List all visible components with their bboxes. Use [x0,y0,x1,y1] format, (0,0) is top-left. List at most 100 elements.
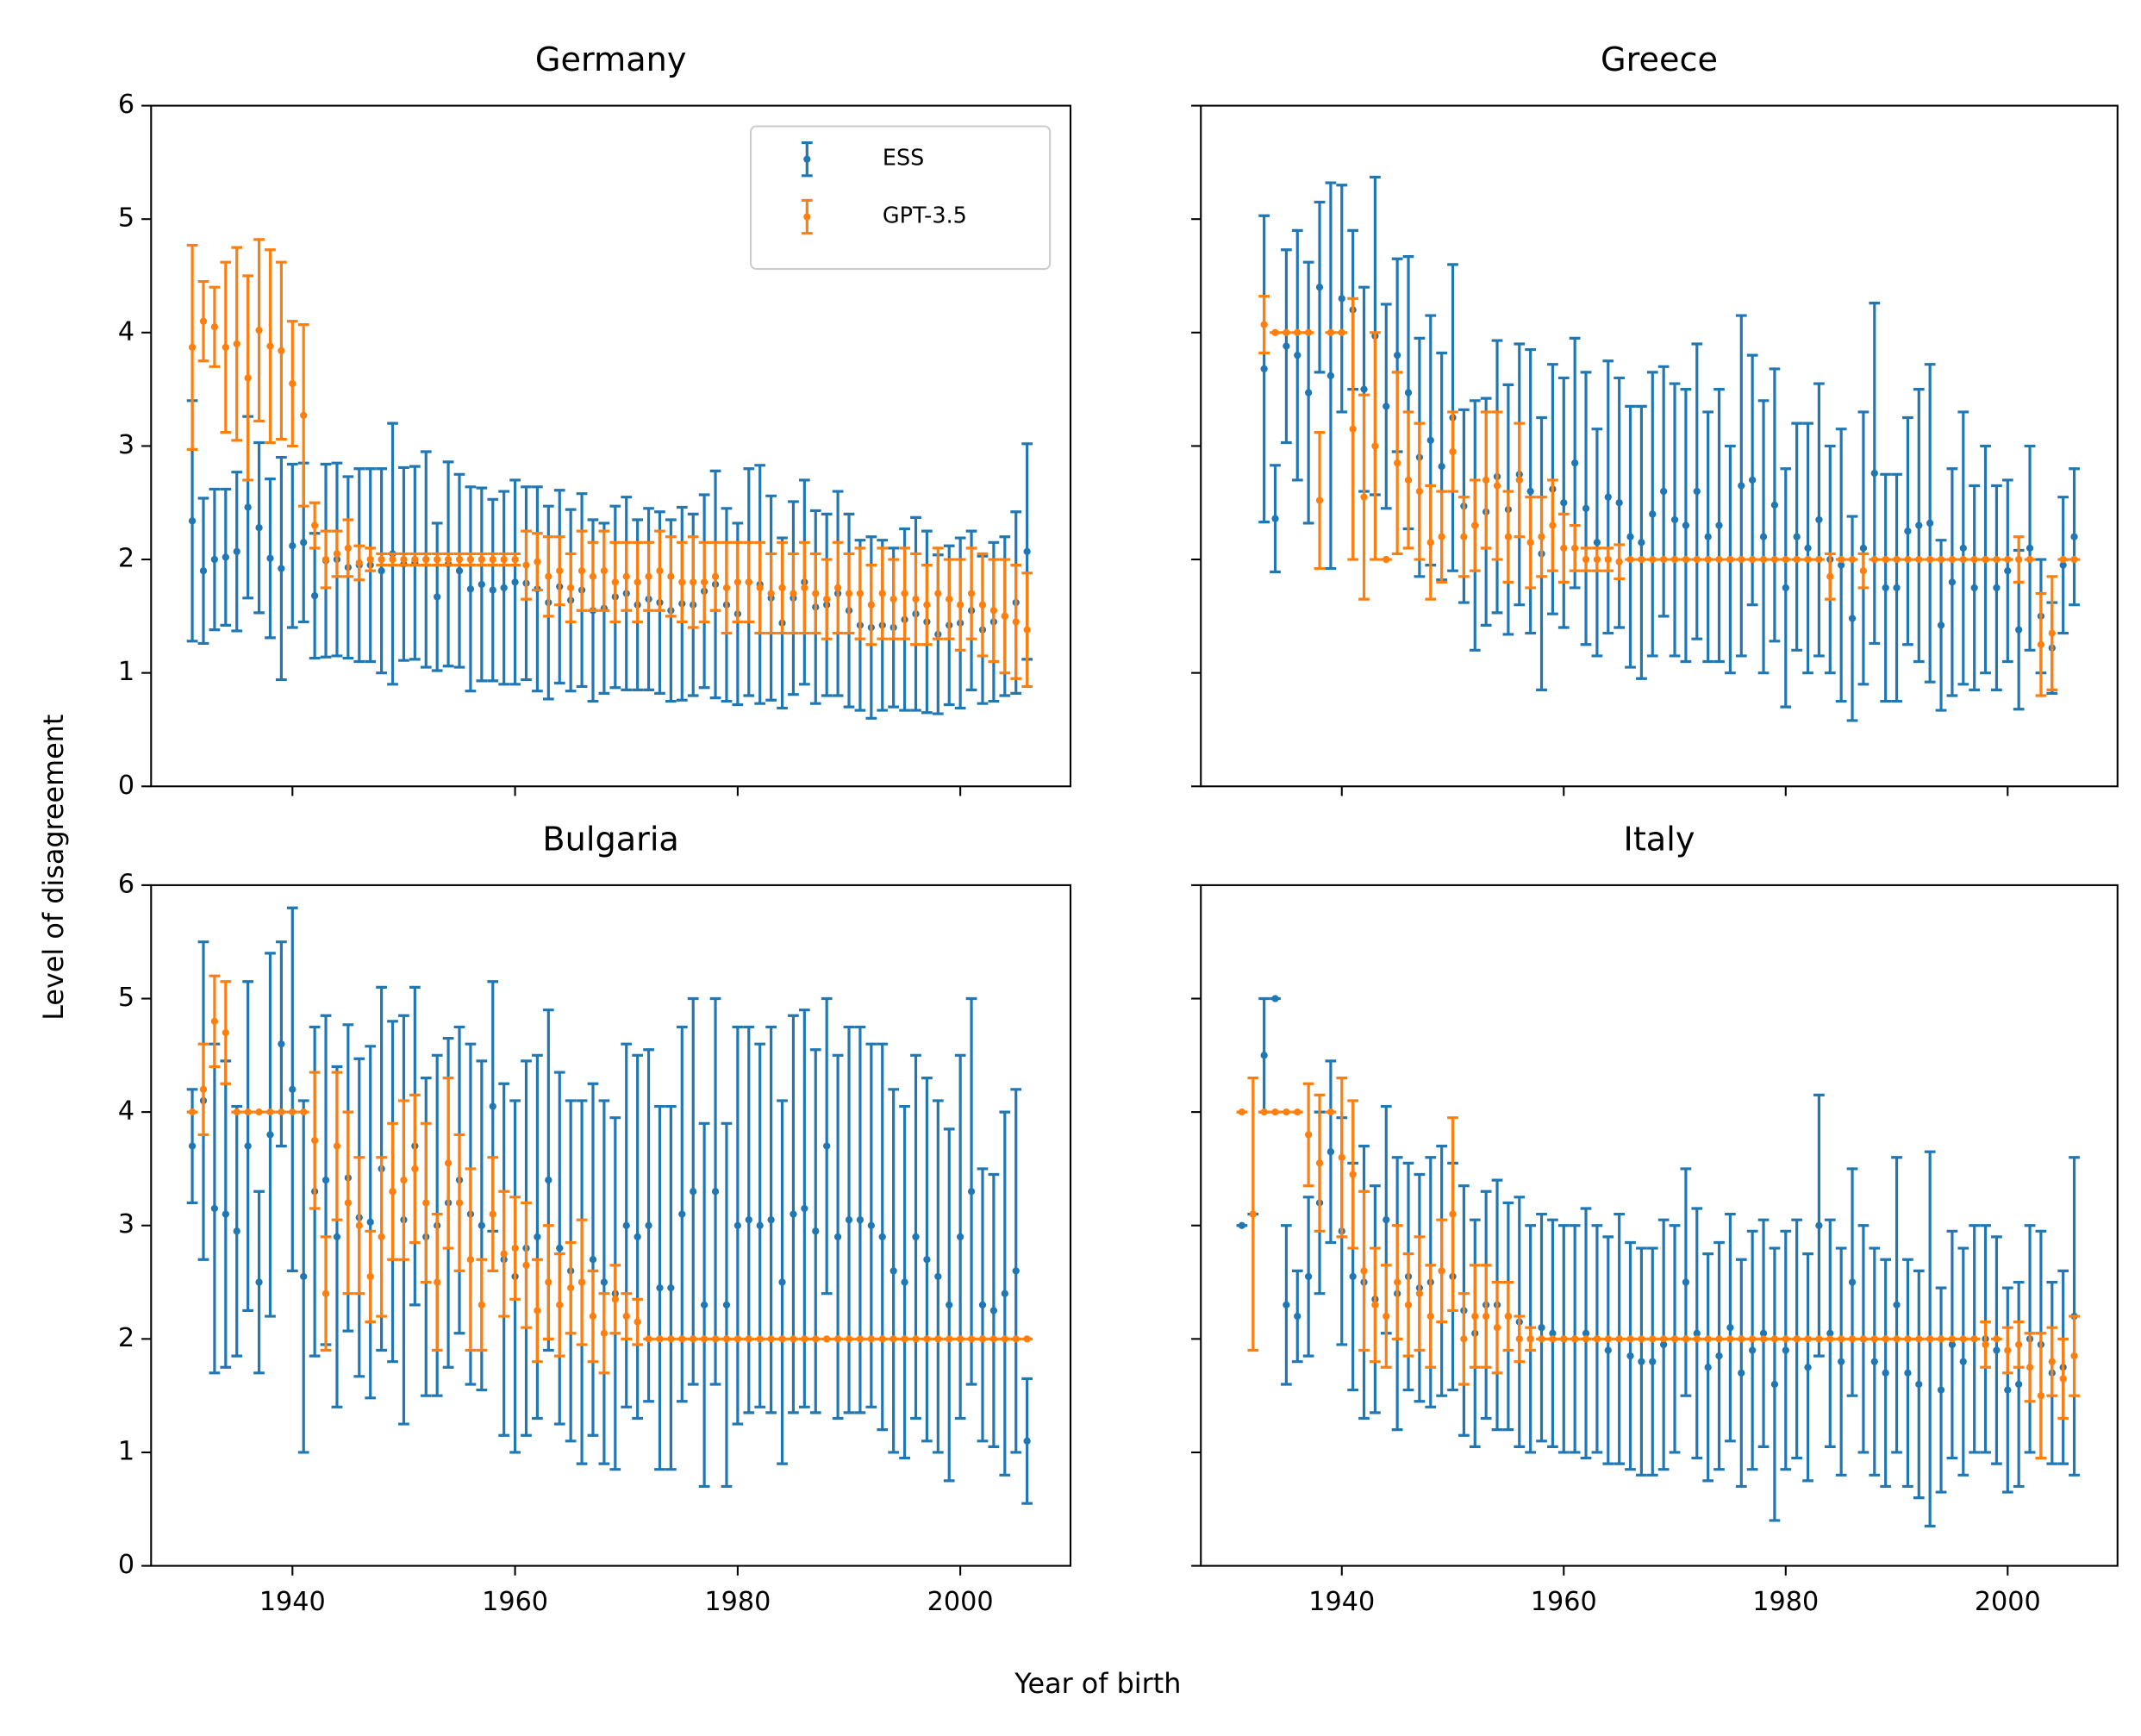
data-point [923,1256,931,1264]
data-point [1449,447,1457,456]
legend-box [750,125,1052,271]
data-point [1615,499,1623,507]
data-point [711,1188,720,1196]
data-point [1726,555,1734,564]
data-point [1305,389,1313,397]
data-point [489,1102,496,1110]
subplot-title: Greece [1601,41,1718,79]
data-point [1504,1312,1513,1321]
data-point [1593,555,1601,564]
y-tick-label: 6 [118,90,134,120]
data-point [1704,533,1712,540]
data-point [199,567,208,575]
data-point [878,1233,886,1241]
data-point [733,1335,742,1343]
data-point [2048,629,2056,637]
data-point [1360,1267,1368,1275]
data-point [1937,1335,1945,1343]
data-point [1638,539,1645,546]
data-point [790,1210,797,1218]
data-point [923,601,931,609]
data-point [1360,385,1368,393]
data-point [1338,328,1345,336]
data-point [1782,1335,1789,1343]
data-point [678,1335,686,1343]
data-point [444,555,453,564]
data-point [1012,1335,1020,1343]
data-point [1649,555,1657,564]
data-point [1283,342,1290,350]
data-point [1238,1108,1246,1116]
data-point [1394,1278,1401,1286]
data-point [1460,533,1468,540]
data-point [1649,1335,1657,1343]
data-point [1882,584,1889,592]
data-point [1615,558,1623,565]
data-point [912,595,920,603]
data-point [1893,1335,1901,1343]
data-point [611,578,619,586]
data-point [266,1131,274,1139]
data-point [478,580,485,589]
data-point [355,559,363,567]
data-point [1838,561,1845,569]
data-point [812,590,820,597]
data-point [1670,555,1679,564]
data-point [1993,584,2001,592]
data-point [978,1335,987,1343]
x-tick-label: 1980 [704,1587,771,1617]
data-point [344,544,353,553]
data-point [2026,544,2034,553]
data-point [500,555,508,564]
data-point [1715,1335,1723,1343]
data-point [210,1204,219,1213]
data-point [466,555,475,564]
data-point [255,1278,263,1286]
data-point [801,1204,808,1213]
data-point [545,1278,552,1286]
data-point [722,1301,731,1309]
data-point [801,584,808,592]
data-point [289,1108,296,1116]
data-point [289,542,296,550]
data-point [1283,1301,1290,1309]
data-point [1471,521,1479,529]
y-tick-label: 6 [118,869,134,899]
data-point [266,342,274,350]
x-tick-label: 1960 [1531,1587,1597,1617]
data-point [1937,1386,1945,1394]
data-point [1023,547,1031,555]
data-point [1859,1335,1868,1343]
data-point [756,1221,764,1229]
data-point [622,1312,630,1321]
data-point [823,595,831,603]
data-point [1626,1335,1634,1343]
data-point [1870,469,1878,478]
data-point [1793,1335,1801,1343]
data-point [478,1221,485,1229]
axes-frame [150,104,1072,788]
data-point [1970,1335,1978,1343]
data-point [1383,1312,1390,1321]
data-point [310,592,319,600]
data-point [1326,328,1335,336]
data-point [244,1108,252,1116]
data-point [878,590,886,597]
data-point [1571,459,1579,467]
data-point [2015,626,2023,634]
data-point [790,590,797,597]
data-point [634,578,641,586]
data-point [567,584,575,592]
data-point [833,584,842,592]
data-point [1882,1369,1889,1377]
data-point [1438,533,1445,540]
data-point [1001,1290,1008,1297]
data-point [366,555,374,564]
data-point [645,1221,652,1229]
data-point [500,1250,508,1258]
data-point [233,340,240,348]
data-point [745,1335,752,1343]
data-point [700,1301,708,1309]
data-point [622,1221,630,1229]
